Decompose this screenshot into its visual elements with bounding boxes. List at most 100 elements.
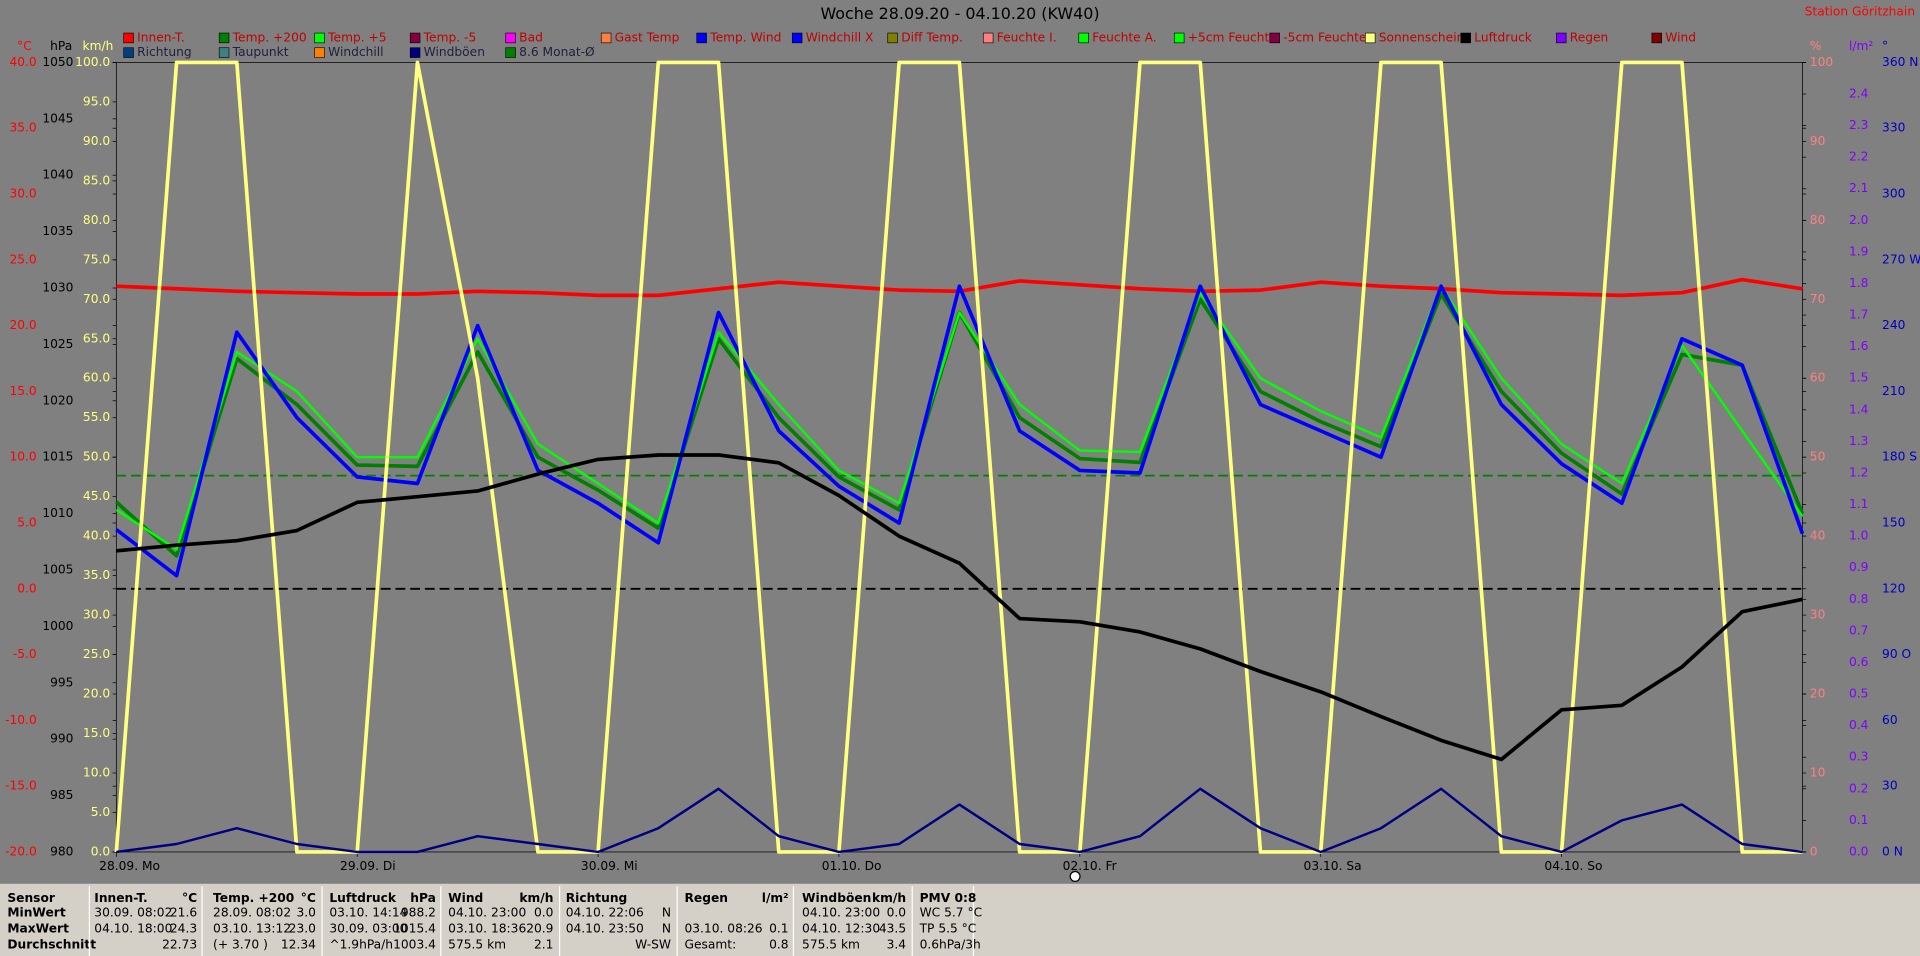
cell-value: 0.6hPa/3h	[920, 937, 981, 951]
axis-unit: km/h	[83, 39, 114, 53]
legend-swatch	[409, 47, 421, 58]
legend-swatch	[1365, 32, 1376, 44]
legend-swatch	[123, 47, 134, 58]
legend-label: Windböen	[424, 45, 485, 59]
legend-label: Innen-T.	[137, 30, 185, 44]
y-tick-label: 75.0	[83, 252, 110, 266]
row-label: Sensor	[7, 891, 55, 905]
row-label: Durchschnitt	[7, 937, 96, 951]
legend-swatch	[409, 32, 421, 44]
legend-swatch	[505, 32, 516, 44]
cell-label: 28.09. 08:02	[213, 906, 291, 920]
legend-swatch	[1460, 32, 1471, 44]
cell-value: 3.4	[887, 937, 907, 951]
axis-unit: hPa	[50, 39, 72, 53]
legend-label: Feuchte I.	[997, 30, 1057, 44]
y-tick-label: 1020	[42, 393, 73, 407]
column-header: Regen	[684, 891, 727, 905]
y-tick-label: 10.0	[9, 450, 36, 464]
y-tick-label: 1.0	[1849, 529, 1868, 543]
cell-value: 22.73	[162, 937, 197, 951]
cell-label: 04.10. 23:00	[448, 906, 526, 920]
legend-label: Temp. -5	[423, 30, 477, 44]
cell-value: 1015.4	[393, 922, 436, 936]
y-tick-label: 55.0	[83, 410, 110, 424]
legend-label: Windchill	[328, 45, 383, 59]
y-tick-label: 1.7	[1849, 308, 1868, 322]
legend-swatch	[314, 32, 325, 44]
cell-label: 575.5 km	[802, 937, 860, 951]
y-tick-label: 30.0	[9, 187, 36, 201]
cell-value: 20.9	[526, 922, 553, 936]
column-header: Temp. +200	[213, 891, 294, 905]
y-tick-label: 15.0	[9, 384, 36, 398]
y-tick-label: 90 O	[1882, 647, 1911, 661]
y-tick-label: 985	[50, 788, 73, 802]
chart-title: Woche 28.09.20 - 04.10.20 (KW40)	[820, 4, 1099, 23]
y-tick-label: 1050	[42, 55, 73, 69]
y-tick-label: 1030	[42, 281, 73, 295]
legend-label: +5cm Feuchte	[1188, 30, 1277, 44]
y-tick-label: 0.1	[1849, 813, 1868, 827]
cell-label: 30.09. 03:00	[329, 922, 407, 936]
legend-label: Windchill X	[806, 30, 874, 44]
legend-swatch	[887, 32, 898, 44]
y-tick-label: 1005	[42, 562, 73, 576]
legend-label: Sonnenschein	[1379, 30, 1465, 44]
time-slider[interactable]	[1069, 870, 1081, 882]
series-line	[116, 787, 1803, 854]
column-header: PMV 0:8	[920, 891, 977, 905]
y-tick-label: 980	[50, 844, 73, 858]
cell-value: N	[662, 906, 671, 920]
column-header: Innen-T.	[94, 891, 147, 905]
y-tick-label: 40	[1810, 529, 1826, 543]
y-tick-label: 100	[1810, 55, 1833, 69]
legend-label: 8.6 Monat-Ø	[519, 45, 595, 59]
column-unit: l/m²	[762, 891, 789, 905]
legend-swatch	[1078, 32, 1089, 44]
legend-swatch	[982, 32, 994, 44]
legend-label: Gast Temp	[615, 30, 680, 44]
cell-value: 21.6	[170, 906, 197, 920]
y-tick-label: 35.0	[9, 121, 36, 135]
y-tick-label: 20.0	[9, 318, 36, 332]
station: Station Göritzhain	[1805, 5, 1915, 19]
y-tick-label: -5.0	[13, 647, 37, 661]
x-tick-label: 30.09. Mi	[581, 859, 638, 873]
legend-swatch	[314, 47, 325, 58]
cell-label: 575.5 km	[448, 937, 506, 951]
y-tick-label: 80.0	[83, 213, 110, 227]
y-tick-label: 70.0	[83, 292, 110, 306]
cell-value: W-SW	[635, 937, 671, 951]
y-tick-label: 1010	[42, 506, 73, 520]
legend-swatch	[1269, 32, 1280, 44]
x-tick-label: 04.10. So	[1544, 859, 1602, 873]
y-tick-label: 100.0	[75, 55, 110, 69]
column-header: Richtung	[566, 891, 628, 905]
legend-label: Luftdruck	[1474, 30, 1533, 44]
legend-label: Temp. +200	[232, 30, 307, 44]
y-tick-label: 0.3	[1849, 750, 1868, 764]
y-tick-label: 1025	[42, 337, 73, 351]
y-tick-label: 60.0	[83, 371, 110, 385]
y-tick-label: 5.0	[17, 515, 36, 529]
y-tick-label: 65.0	[83, 331, 110, 345]
y-tick-label: 1015	[42, 450, 73, 464]
x-tick-label: 28.09. Mo	[99, 859, 160, 873]
axis-unit: °	[1882, 39, 1888, 53]
x-tick-label: 03.10. Sa	[1304, 859, 1362, 873]
legend-label: Regen	[1570, 30, 1609, 44]
cell-value: 43.5	[879, 922, 906, 936]
cell-value: 0.0	[887, 906, 906, 920]
y-tick-label: 1.4	[1849, 402, 1869, 416]
y-tick-label: 990	[50, 732, 73, 746]
column-unit: km/h	[519, 891, 553, 905]
cell-value: 24.3	[170, 922, 197, 936]
legend-swatch	[1556, 32, 1567, 44]
y-tick-label: 0.2	[1849, 781, 1868, 795]
legend-label: Feuchte A.	[1092, 30, 1156, 44]
y-tick-label: 0.4	[1849, 718, 1869, 732]
y-tick-label: 50.0	[83, 450, 110, 464]
cell-value: TP 5.5 °C	[919, 922, 977, 936]
